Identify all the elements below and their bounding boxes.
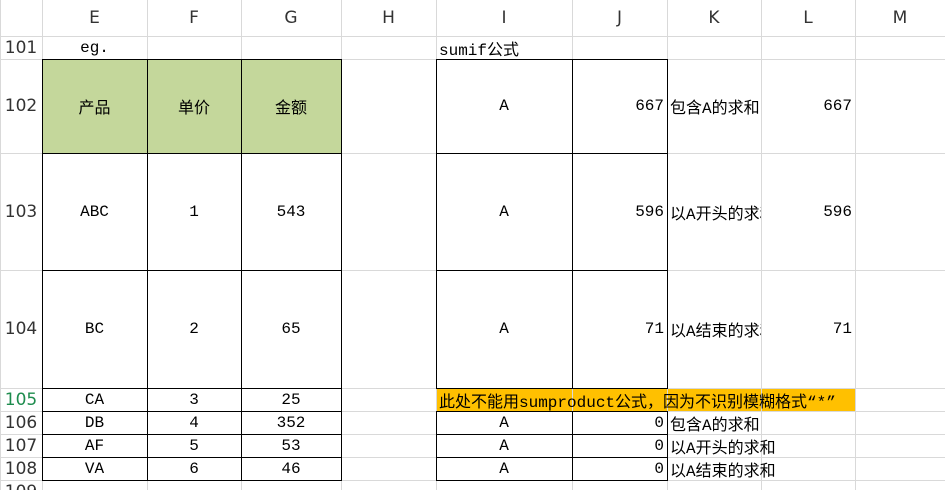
column-header[interactable]: E [89,8,100,28]
cell[interactable]: A [499,459,509,478]
cell[interactable]: CA [84,390,105,409]
cell[interactable]: 46 [281,459,301,478]
column-header[interactable]: I [501,8,507,28]
row-header[interactable]: 102 [4,96,38,116]
cell[interactable]: 596 [823,202,852,221]
cell-border [572,270,668,389]
cell[interactable]: 包含A的求和 [670,100,760,118]
highlight-fill [436,388,855,411]
cell[interactable]: A [499,413,509,432]
cell[interactable]: 包含A的求和 [670,416,760,435]
cell[interactable]: 4 [189,413,199,432]
cell[interactable]: 6 [189,459,199,478]
cell[interactable]: 5 [189,436,199,455]
cell[interactable]: 596 [635,202,664,221]
cell[interactable]: 以A结束的求和 [670,462,776,481]
grid-line [0,36,945,37]
cell[interactable]: 25 [281,390,301,409]
cell-border [241,457,342,481]
cell[interactable]: 667 [635,97,664,115]
cell[interactable]: 以A结束的求和 [670,323,761,341]
cell[interactable]: 金额 [274,100,307,118]
header-fill [147,59,241,153]
cell[interactable]: 2 [189,320,199,338]
cell[interactable]: 53 [281,436,301,455]
column-header[interactable]: M [892,8,908,28]
column-header[interactable]: F [189,8,199,28]
cell[interactable]: A [499,97,509,115]
cell[interactable]: 0 [654,436,664,455]
cell[interactable]: A [499,436,509,455]
cell[interactable]: 0 [654,413,664,432]
cell-border [572,457,668,481]
cell[interactable]: 543 [276,202,306,221]
row-header[interactable]: 109 [0,480,42,490]
header-fill [42,59,147,153]
column-header[interactable]: L [803,8,813,28]
cell[interactable]: DB [84,413,105,432]
cell[interactable]: 以A开头的求和 [670,439,776,458]
cell[interactable]: 65 [281,320,301,338]
row-header[interactable]: 107 [4,435,38,456]
row-header[interactable]: 103 [4,201,38,222]
row-header[interactable]: 104 [4,319,38,339]
grid-line [761,0,762,490]
header-fill [241,59,341,153]
cell[interactable]: AF [84,436,105,455]
cell[interactable]: 0 [654,459,664,478]
cell[interactable]: VA [84,459,105,478]
grid-line [855,0,856,490]
cell[interactable]: A [499,202,509,221]
cell[interactable]: 352 [276,413,306,432]
cell[interactable]: 71 [644,320,664,338]
cell[interactable]: 产品 [78,100,111,118]
cell[interactable]: 此处不能用sumproduct公式，因为不识别模糊格式“*” [436,388,836,412]
cell[interactable]: 单价 [177,100,210,118]
column-header[interactable]: K [708,8,720,28]
row-header[interactable]: 101 [4,37,38,58]
cell[interactable]: 3 [189,390,199,409]
cell[interactable]: 以A开头的求和 [670,205,761,224]
cell[interactable]: BC [84,320,105,338]
column-header[interactable]: G [284,8,298,28]
cell[interactable]: 1 [189,202,199,221]
row-header[interactable]: 108 [4,458,38,479]
cell[interactable]: ABC [80,202,109,221]
row-header[interactable]: 106 [4,412,38,433]
row-header[interactable]: 105 [4,389,38,410]
cell[interactable]: 71 [832,320,852,338]
grid-line [0,0,1,490]
column-header[interactable]: H [382,8,395,28]
cell[interactable]: 667 [823,97,852,115]
cell[interactable]: sumif公式 [439,41,520,60]
column-header[interactable]: J [616,8,622,28]
cell[interactable]: eg. [80,38,109,57]
cell[interactable]: A [499,320,509,338]
